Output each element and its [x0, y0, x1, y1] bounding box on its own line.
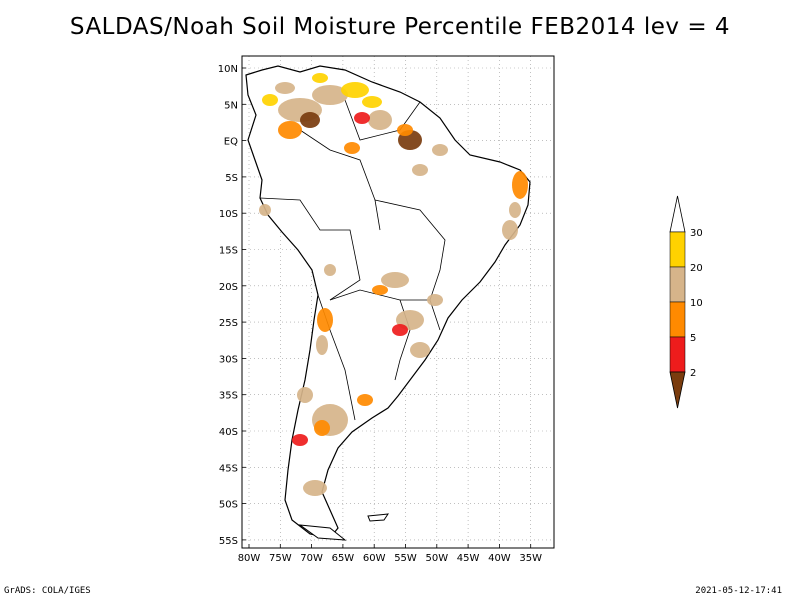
- percentile-patch: [300, 112, 320, 128]
- percentile-patch: [368, 110, 392, 130]
- percentile-patch: [502, 220, 518, 240]
- lat-tick-label: 45S: [219, 463, 238, 474]
- percentile-patch: [312, 73, 328, 83]
- lon-tick-label: 45W: [457, 553, 480, 564]
- legend-label: 5: [690, 333, 696, 344]
- lon-tick-label: 50W: [425, 553, 448, 564]
- percentile-patch: [275, 82, 295, 94]
- lat-tick-label: 40S: [219, 427, 238, 438]
- colorbar-legend: 30 20 10 5 2: [669, 195, 703, 409]
- map-frame: [241, 55, 555, 549]
- lat-tick-label: 20S: [219, 282, 238, 293]
- lat-tick-label: 35S: [219, 391, 238, 402]
- footer-software-credit: GrADS: COLA/IGES: [4, 586, 91, 596]
- lon-tick-label: 55W: [394, 553, 417, 564]
- percentile-patch: [262, 94, 278, 106]
- lat-tick-label: 5S: [225, 173, 238, 184]
- percentile-patch: [259, 204, 271, 216]
- percentile-patch: [354, 112, 370, 124]
- percentile-patch: [397, 124, 413, 136]
- percentile-patch: [372, 285, 388, 295]
- percentile-patch: [512, 171, 528, 199]
- percentile-patch: [292, 434, 308, 446]
- percentile-patch: [278, 121, 302, 139]
- percentile-patch: [412, 164, 428, 176]
- legend-swatch: [669, 266, 686, 303]
- percentile-patch: [381, 272, 409, 288]
- percentile-patch: [357, 394, 373, 406]
- lat-tick-label: EQ: [224, 137, 238, 148]
- percentile-patch: [312, 85, 348, 105]
- percentile-shading: [259, 73, 528, 496]
- lon-tick-label: 80W: [238, 553, 261, 564]
- legend-label: 10: [690, 298, 703, 309]
- legend-cap-bottom: [669, 371, 686, 409]
- lat-tick-label: 25S: [219, 318, 238, 329]
- percentile-patch: [303, 480, 327, 496]
- percentile-patch: [297, 387, 313, 403]
- lat-tick-label: 10S: [219, 209, 238, 220]
- lat-tick-label: 55S: [219, 536, 238, 547]
- percentile-patch: [509, 202, 521, 218]
- legend-label: 2: [690, 368, 696, 379]
- percentile-patch: [317, 308, 333, 332]
- lat-tick-label: 10N: [218, 64, 238, 75]
- lat-tick-label: 50S: [219, 500, 238, 511]
- percentile-patch: [427, 294, 443, 306]
- legend-label: 30: [690, 228, 703, 239]
- lat-tick-label: 30S: [219, 354, 238, 365]
- legend-cap-top: [669, 195, 686, 233]
- footer-timestamp: 2021-05-12-17:41: [695, 586, 782, 596]
- percentile-patch: [410, 342, 430, 358]
- percentile-patch: [314, 420, 330, 436]
- lat-tick-label: 5N: [224, 100, 238, 111]
- lon-tick-label: 60W: [363, 553, 386, 564]
- percentile-patch: [316, 335, 328, 355]
- lon-tick-label: 75W: [269, 553, 292, 564]
- percentile-patch: [324, 264, 336, 276]
- percentile-patch: [392, 324, 408, 336]
- legend-label: 20: [690, 263, 703, 274]
- legend-swatch: [669, 336, 686, 373]
- percentile-patch: [344, 142, 360, 154]
- lon-tick-label: 65W: [332, 553, 355, 564]
- legend-swatch: [669, 231, 686, 268]
- percentile-patch: [341, 82, 369, 98]
- tierra-del-fuego: [298, 524, 347, 541]
- lon-tick-label: 35W: [519, 553, 542, 564]
- longitude-labels: 80W 75W 70W 65W 60W 55W 50W 45W 40W 35W: [238, 544, 542, 564]
- map-title: SALDAS/Noah Soil Moisture Percentile FEB…: [69, 14, 731, 40]
- lon-tick-label: 70W: [300, 553, 323, 564]
- percentile-patch: [362, 96, 382, 108]
- falkland-islands: [367, 513, 390, 522]
- lon-tick-label: 40W: [488, 553, 511, 564]
- percentile-patch: [432, 144, 448, 156]
- lat-tick-label: 15S: [219, 246, 238, 257]
- latitude-labels: 10N 5N EQ 5S 10S 15S 20S 25S 30S 35S 40S 45S 50S 55S: [218, 64, 246, 547]
- country-borders: [259, 99, 446, 421]
- legend-swatch: [669, 301, 686, 338]
